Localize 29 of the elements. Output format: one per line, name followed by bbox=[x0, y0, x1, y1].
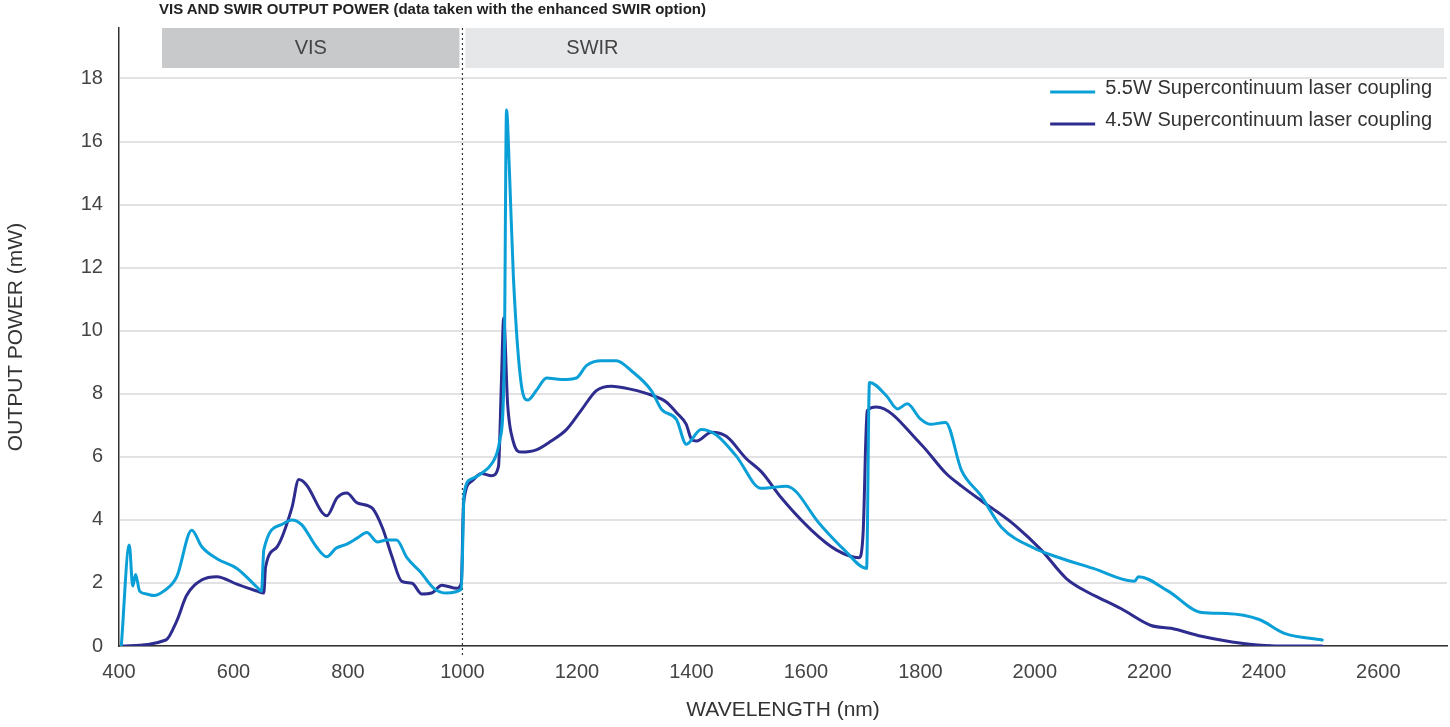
y-tick-label: 10 bbox=[80, 318, 103, 341]
x-tick-label: 400 bbox=[102, 659, 136, 682]
x-tick-label: 2000 bbox=[1012, 659, 1058, 682]
x-tick-label: 1400 bbox=[669, 659, 714, 682]
x-tick-label: 2400 bbox=[1241, 659, 1287, 682]
legend-label: 4.5W Supercontinuum laser coupling bbox=[1105, 107, 1433, 130]
x-tick-label: 800 bbox=[331, 659, 365, 682]
band-label: SWIR bbox=[566, 35, 619, 58]
band-label: VIS bbox=[294, 35, 327, 58]
x-tick-label: 1200 bbox=[554, 659, 600, 682]
x-tick-label: 2200 bbox=[1127, 659, 1172, 682]
y-tick-label: 18 bbox=[80, 65, 103, 88]
x-tick-label: 1000 bbox=[440, 659, 485, 682]
y-axis-title: OUTPUT POWER (mW) bbox=[3, 222, 27, 452]
x-tick-label: 2600 bbox=[1356, 659, 1401, 682]
x-tick-label: 600 bbox=[216, 659, 251, 682]
y-tick-label: 4 bbox=[91, 507, 103, 530]
x-tick-label: 1600 bbox=[783, 659, 829, 682]
y-tick-label: 12 bbox=[80, 255, 103, 278]
y-tick-label: 14 bbox=[80, 192, 103, 215]
y-tick-label: 0 bbox=[91, 633, 103, 656]
y-tick-label: 8 bbox=[91, 381, 103, 404]
y-tick-label: 2 bbox=[91, 570, 103, 593]
y-tick-label: 16 bbox=[80, 129, 103, 152]
y-tick-label: 6 bbox=[91, 444, 103, 467]
chart-title: VIS AND SWIR OUTPUT POWER (data taken with the enhanced SWIR option) bbox=[159, 0, 706, 17]
x-axis-title: WAVELENGTH (nm) bbox=[686, 697, 880, 721]
legend-label: 5.5W Supercontinuum laser coupling bbox=[1105, 75, 1433, 98]
x-tick-label: 1800 bbox=[898, 659, 943, 682]
